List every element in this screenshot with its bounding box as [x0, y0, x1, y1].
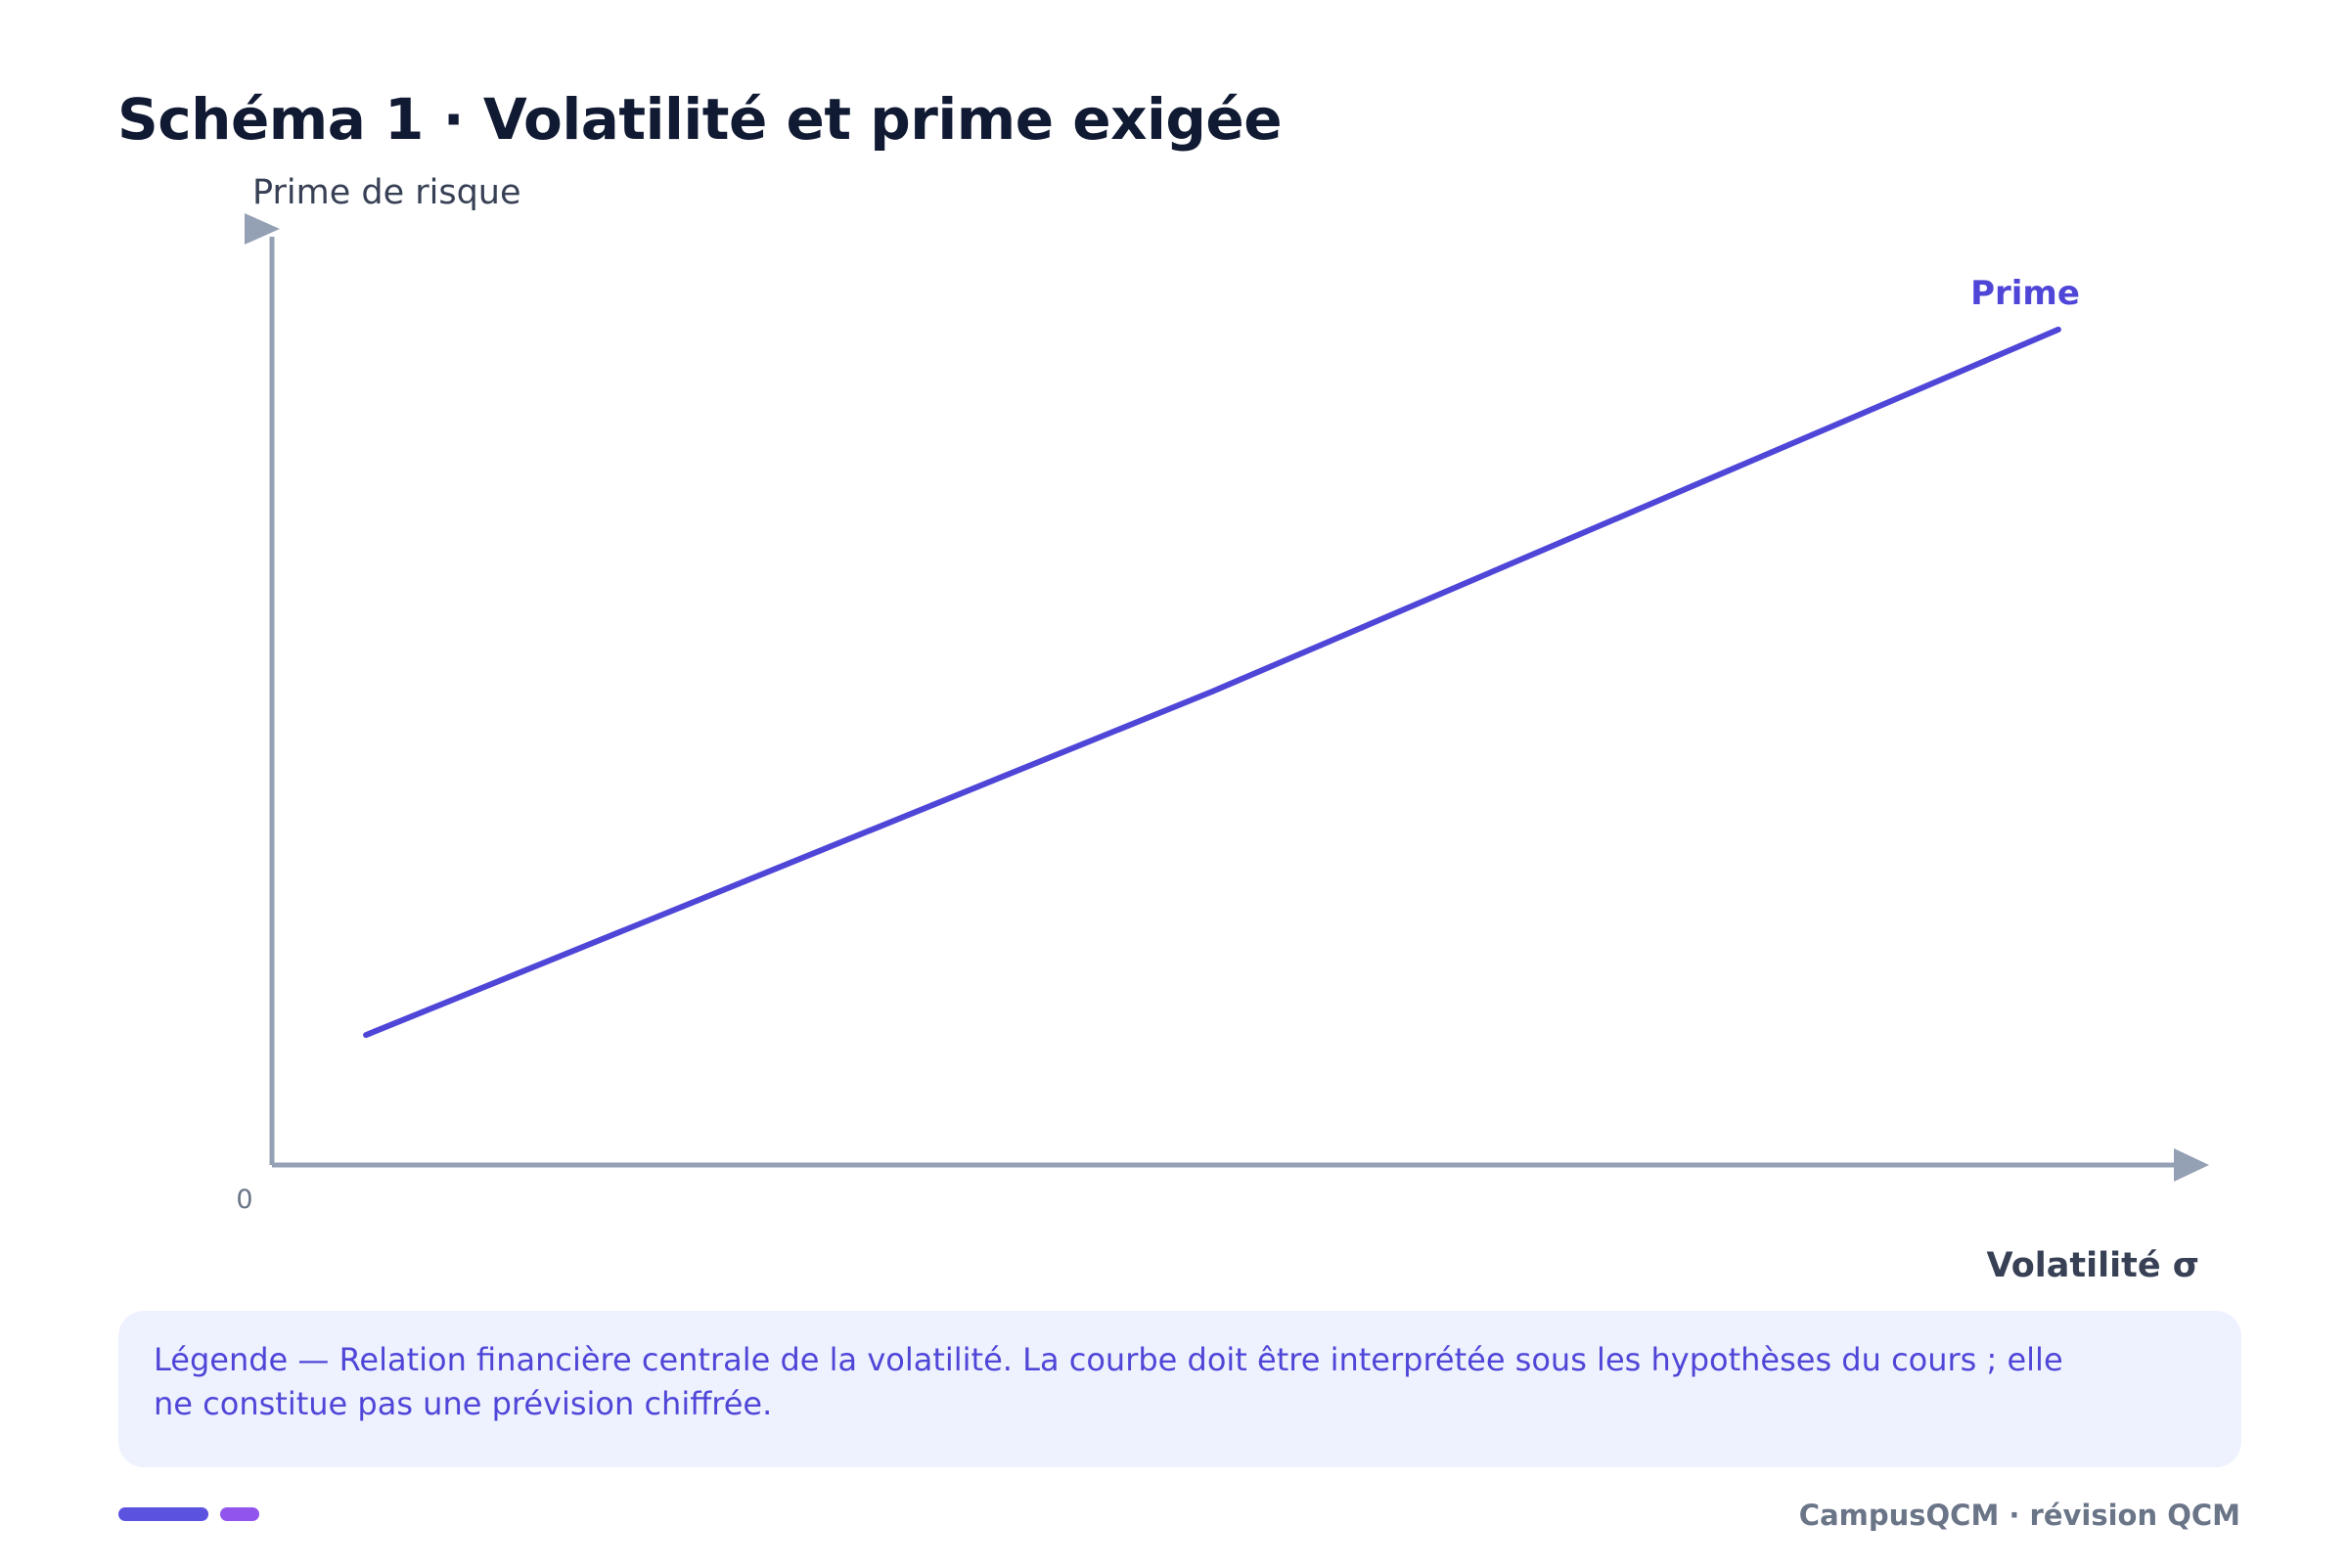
chart: Prime de risque Volatilité σ 0 Prime — [236, 173, 2209, 1285]
footer-accent-bar-primary — [118, 1507, 208, 1521]
chart-marks — [363, 326, 2061, 1039]
legend-box: Légende — Relation financière centrale d… — [118, 1311, 2241, 1467]
x-axis-label: Volatilité σ — [1987, 1246, 2199, 1285]
series-line-prime — [363, 326, 2061, 1039]
origin-label: 0 — [236, 1185, 252, 1215]
chart-title: Schéma 1 · Volatilité et prime exigée — [117, 86, 1283, 153]
footer-brand: CampusQCM · révision QCM — [1798, 1499, 2240, 1532]
series-label: Prime — [1970, 274, 2080, 313]
legend-text: Légende — Relation financière centrale d… — [154, 1341, 2063, 1422]
footer-accent-bar-secondary — [220, 1507, 259, 1521]
y-axis-label: Prime de risque — [252, 173, 521, 212]
chart-labels: Prime de risque Volatilité σ 0 Prime — [236, 173, 2199, 1285]
chart-axes — [245, 213, 2209, 1182]
y-axis-arrow — [245, 213, 280, 245]
x-axis-arrow — [2174, 1148, 2209, 1182]
